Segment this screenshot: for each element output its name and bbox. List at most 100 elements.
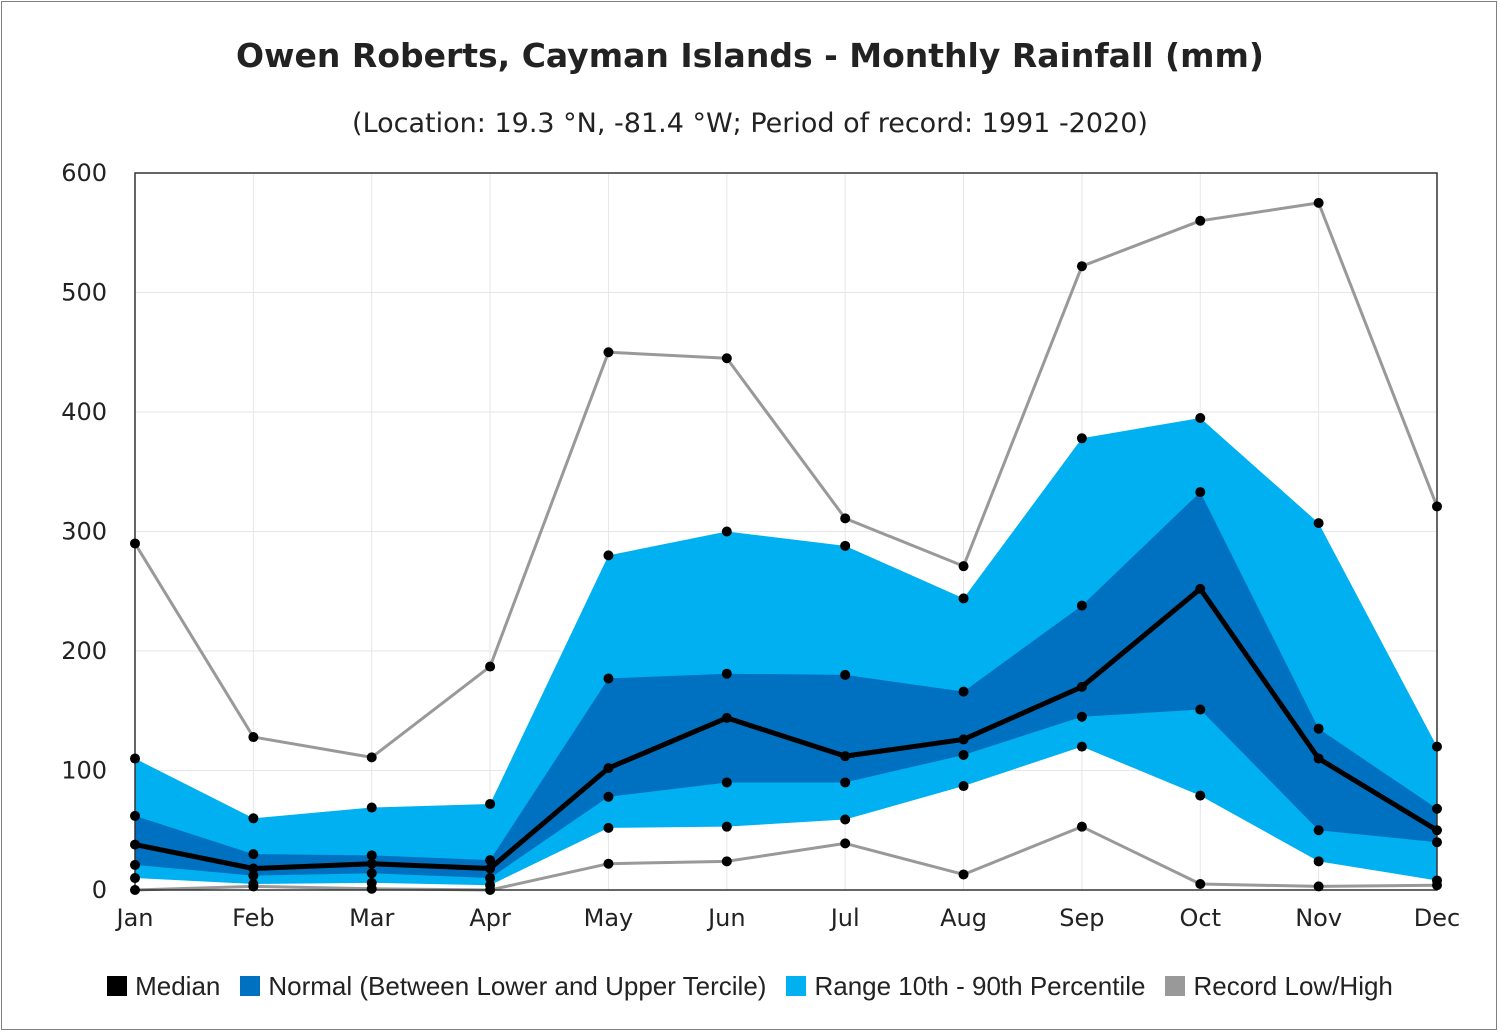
marker-record-high-dec bbox=[1432, 501, 1442, 512]
x-tick-label-mar: Mar bbox=[349, 904, 394, 932]
x-tick-label-apr: Apr bbox=[469, 904, 511, 932]
marker-p10-aug bbox=[958, 781, 969, 792]
marker-upper-tercile-aug bbox=[958, 686, 969, 697]
marker-p10-nov bbox=[1313, 856, 1324, 867]
marker-lower-tercile-nov bbox=[1313, 825, 1324, 836]
marker-p90-jun bbox=[721, 526, 732, 537]
y-tick-label-400: 400 bbox=[61, 398, 107, 426]
x-tick-label-nov: Nov bbox=[1295, 904, 1342, 932]
legend-swatch-record bbox=[1165, 976, 1186, 996]
legend-label-range: Range 10th - 90th Percentile bbox=[814, 970, 1146, 1001]
marker-record-low-oct bbox=[1195, 879, 1206, 890]
marker-record-high-nov bbox=[1313, 197, 1324, 208]
marker-lower-tercile-sep bbox=[1076, 711, 1087, 722]
marker-record-low-may bbox=[603, 858, 614, 869]
marker-median-nov bbox=[1313, 753, 1324, 764]
marker-record-low-jul bbox=[840, 838, 851, 849]
y-tick-label-300: 300 bbox=[61, 518, 107, 546]
marker-median-aug bbox=[958, 734, 969, 745]
marker-lower-tercile-apr bbox=[485, 873, 496, 884]
marker-upper-tercile-jul bbox=[840, 669, 851, 680]
marker-p90-sep bbox=[1076, 433, 1087, 444]
marker-upper-tercile-jan bbox=[130, 810, 140, 821]
marker-p90-mar bbox=[366, 802, 377, 813]
legend: Median Normal (Between Lower and Upper T… bbox=[0, 966, 1500, 1006]
marker-median-dec bbox=[1432, 825, 1442, 836]
marker-record-high-mar bbox=[366, 752, 377, 763]
y-tick-label-500: 500 bbox=[61, 279, 107, 307]
y-tick-label-0: 0 bbox=[92, 876, 107, 904]
y-tick-label-600: 600 bbox=[61, 159, 107, 187]
legend-label-normal: Normal (Between Lower and Upper Tercile) bbox=[268, 970, 767, 1001]
marker-p10-jun bbox=[721, 821, 732, 832]
legend-label-median: Median bbox=[135, 970, 221, 1001]
normal-band bbox=[135, 492, 1437, 879]
marker-median-may bbox=[603, 763, 614, 774]
marker-record-high-jul bbox=[840, 513, 851, 524]
median-line bbox=[134, 586, 1439, 871]
marker-record-low-nov bbox=[1313, 881, 1324, 892]
marker-record-low-dec bbox=[1432, 880, 1442, 891]
marker-p10-jan bbox=[130, 873, 140, 884]
x-tick-label-jun: Jun bbox=[706, 904, 746, 932]
marker-upper-tercile-may bbox=[603, 673, 614, 684]
marker-lower-tercile-jan bbox=[130, 859, 140, 870]
marker-upper-tercile-mar bbox=[366, 850, 377, 861]
marker-upper-tercile-dec bbox=[1432, 803, 1442, 814]
chart-subtitle: (Location: 19.3 °N, -81.4 °W; Period of … bbox=[352, 108, 1148, 139]
x-tick-label-may: May bbox=[584, 904, 634, 932]
marker-p10-may bbox=[603, 822, 614, 833]
legend-item-normal: Normal (Between Lower and Upper Tercile) bbox=[240, 971, 766, 1002]
marker-p90-dec bbox=[1432, 741, 1442, 752]
marker-record-low-apr bbox=[485, 885, 496, 895]
marker-p10-sep bbox=[1076, 741, 1087, 752]
marker-record-low-jun bbox=[721, 856, 732, 867]
marker-median-jan bbox=[130, 839, 140, 850]
legend-item-median: Median bbox=[107, 971, 220, 1002]
marker-record-high-jan bbox=[130, 538, 140, 549]
marker-lower-tercile-mar bbox=[366, 868, 377, 879]
legend-swatch-range bbox=[786, 976, 807, 996]
marker-median-apr bbox=[485, 863, 496, 874]
marker-lower-tercile-dec bbox=[1432, 837, 1442, 848]
x-tick-label-aug: Aug bbox=[940, 904, 987, 932]
record-high-line bbox=[133, 201, 1439, 759]
marker-lower-tercile-jul bbox=[840, 777, 851, 788]
plot-border bbox=[134, 172, 1438, 891]
marker-median-mar bbox=[366, 858, 377, 869]
chart-title: Owen Roberts, Cayman Islands - Monthly R… bbox=[236, 36, 1264, 75]
marker-upper-tercile-apr bbox=[485, 855, 496, 866]
marker-upper-tercile-oct bbox=[1195, 487, 1206, 498]
y-tick-label-100: 100 bbox=[61, 757, 107, 785]
x-tick-label-feb: Feb bbox=[232, 904, 275, 932]
marker-lower-tercile-oct bbox=[1195, 704, 1206, 715]
marker-p90-aug bbox=[958, 593, 969, 604]
legend-swatch-median bbox=[107, 976, 128, 996]
marker-upper-tercile-feb bbox=[248, 849, 259, 860]
marker-p90-feb bbox=[248, 813, 259, 824]
marker-record-low-sep bbox=[1076, 821, 1087, 832]
marker-record-low-mar bbox=[366, 883, 377, 894]
marker-upper-tercile-sep bbox=[1076, 600, 1087, 611]
marker-p90-nov bbox=[1313, 518, 1324, 529]
legend-item-range: Range 10th - 90th Percentile bbox=[786, 971, 1145, 1002]
marker-record-high-oct bbox=[1195, 215, 1206, 226]
marker-record-high-sep bbox=[1076, 261, 1087, 272]
marker-record-low-jan bbox=[130, 885, 140, 895]
range-band bbox=[135, 417, 1437, 886]
marker-record-low-feb bbox=[248, 881, 259, 892]
marker-p90-oct bbox=[1195, 412, 1206, 423]
marker-lower-tercile-aug bbox=[958, 749, 969, 760]
marker-median-sep bbox=[1076, 681, 1087, 692]
marker-upper-tercile-nov bbox=[1313, 723, 1324, 734]
marker-p90-apr bbox=[485, 798, 496, 809]
marker-p10-oct bbox=[1195, 790, 1206, 801]
marker-record-low-aug bbox=[958, 869, 969, 880]
marker-lower-tercile-jun bbox=[721, 777, 732, 788]
x-tick-label-oct: Oct bbox=[1180, 904, 1222, 932]
marker-median-oct bbox=[1195, 583, 1206, 594]
legend-label-record: Record Low/High bbox=[1193, 970, 1393, 1001]
marker-record-high-jun bbox=[721, 353, 732, 364]
legend-swatch-normal bbox=[240, 976, 261, 996]
y-tick-label-200: 200 bbox=[61, 637, 107, 665]
